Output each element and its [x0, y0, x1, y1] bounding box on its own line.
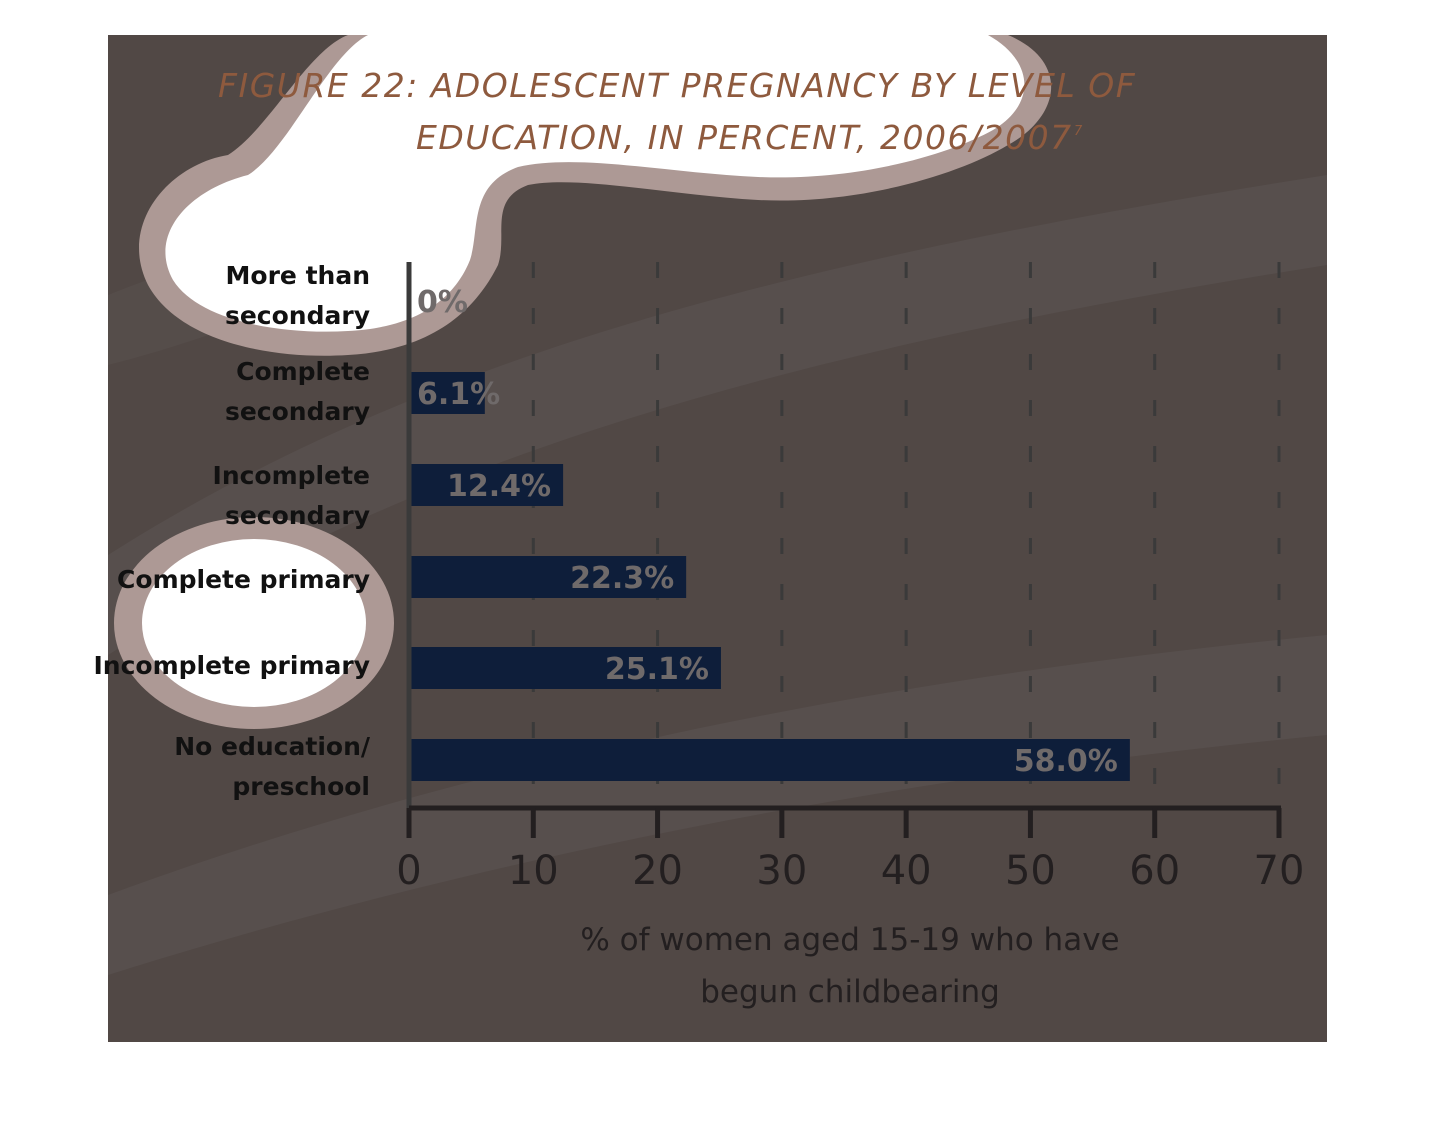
x-tick-label-40: 40: [881, 848, 932, 894]
x-tick-label-0: 0: [396, 848, 421, 894]
x-tick-label-10: 10: [508, 848, 559, 894]
x-tick-label-30: 30: [756, 848, 807, 894]
bar-2: [409, 464, 564, 506]
x-tick-label-70: 70: [1254, 848, 1305, 894]
category-label-no-education: No education/preschool: [174, 732, 370, 801]
category-label-more-than-secondary: More than secondary: [224, 261, 370, 330]
category-label-incomplete-secondary: Incomplete secondary: [212, 461, 370, 530]
data-label-3: 22.3%: [570, 561, 674, 596]
chart-title-line-2: EDUCATION, IN PERCENT, 2006/2007: [416, 118, 1073, 157]
x-tick-label-60: 60: [1129, 848, 1180, 894]
x-tick-label-50: 50: [1005, 848, 1056, 894]
category-label-incomplete-primary: Incomplete primary: [93, 651, 370, 680]
chart-panel: [108, 35, 1327, 1042]
background-decoration: [108, 35, 1327, 975]
chart-title-line-1: FIGURE 22: ADOLESCENT PREGNANCY BY LEVEL…: [218, 66, 1137, 105]
bar-5: [409, 739, 1130, 781]
bar-4: [409, 647, 721, 689]
data-label-0: 0%: [417, 285, 468, 320]
data-label-1: 6.1%: [417, 377, 500, 412]
x-axis-title-line-2: begun childbearing: [700, 974, 1000, 1010]
title-reference-superscript: 7: [1074, 124, 1083, 139]
category-label-complete-secondary: Complete secondary: [224, 357, 370, 426]
category-label-complete-primary: Complete primary: [117, 565, 370, 594]
data-label-4: 25.1%: [605, 652, 709, 687]
x-axis-title-line-1: % of women aged 15-19 who have: [580, 922, 1120, 958]
data-label-2: 12.4%: [447, 469, 551, 504]
bar-1: [409, 372, 485, 414]
bar-3: [409, 556, 687, 598]
x-tick-label-20: 20: [632, 848, 683, 894]
data-label-5: 58.0%: [1014, 744, 1118, 779]
